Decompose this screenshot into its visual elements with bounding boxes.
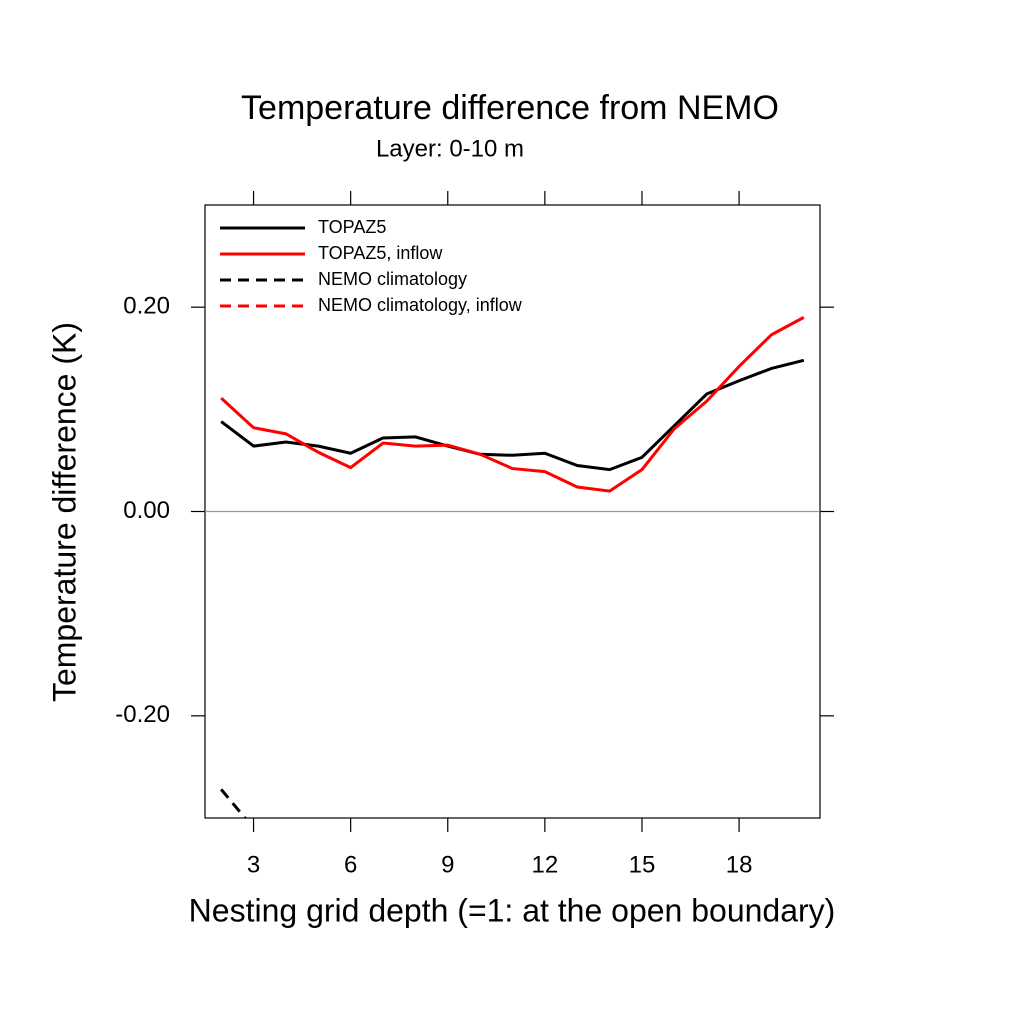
- x-tick-label: 12: [532, 851, 559, 878]
- data-line: [220, 788, 247, 818]
- data-line: [220, 316, 805, 493]
- data-line: [220, 358, 805, 472]
- chart-subtitle: Layer: 0-10 m: [376, 135, 524, 162]
- y-tick-label: 0.20: [123, 293, 170, 320]
- x-tick-label: 3: [247, 851, 260, 878]
- legend-label: TOPAZ5: [318, 217, 386, 237]
- x-tick-label: 9: [441, 851, 454, 878]
- plot-area: [220, 316, 805, 818]
- legend-label: NEMO climatology, inflow: [318, 295, 523, 315]
- y-axis-label: Temperature difference (K): [46, 322, 82, 702]
- legend-label: NEMO climatology: [318, 269, 467, 289]
- chart-title: Temperature difference from NEMO: [241, 89, 779, 127]
- x-axis-label: Nesting grid depth (=1: at the open boun…: [189, 892, 836, 928]
- x-tick-label: 15: [629, 851, 656, 878]
- y-tick-label: 0.00: [123, 497, 170, 524]
- x-tick-label: 18: [726, 851, 753, 878]
- legend-label: TOPAZ5, inflow: [318, 243, 443, 263]
- x-tick-label: 6: [344, 851, 357, 878]
- y-tick-label: -0.20: [115, 701, 170, 728]
